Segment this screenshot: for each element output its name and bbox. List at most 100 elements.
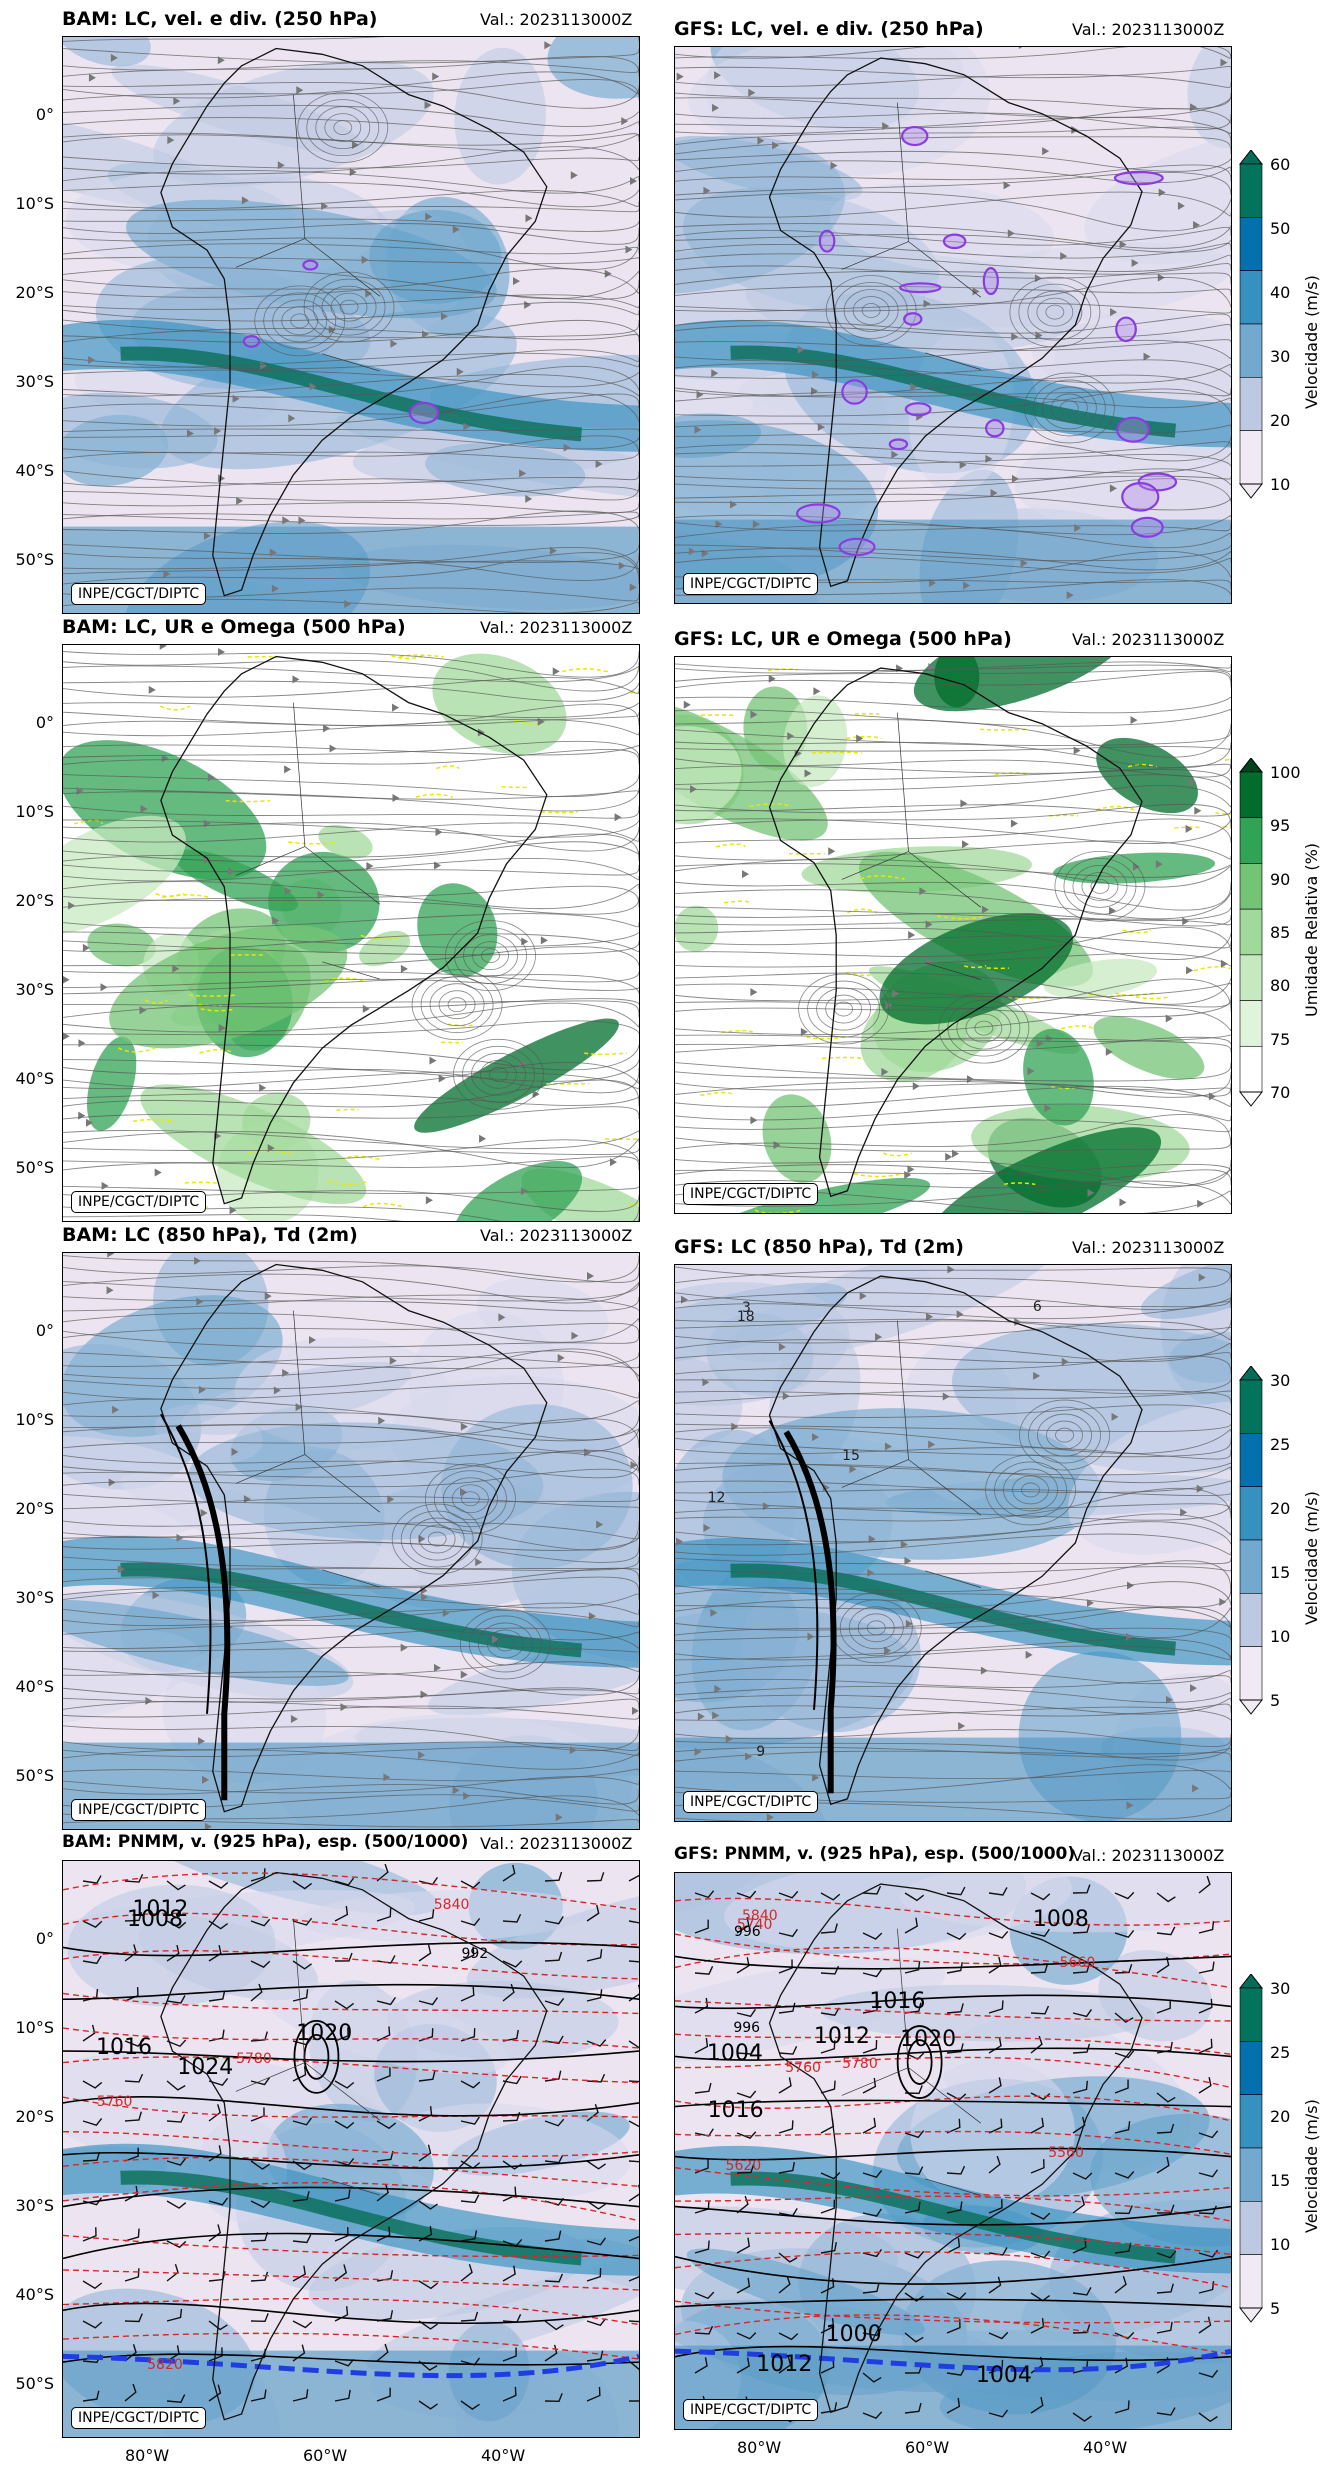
panel-title: BAM: LC, UR e Omega (500 hPa) <box>62 616 406 638</box>
colorbar-tick-label: 25 <box>1270 2043 1291 2062</box>
lat-tick-label: 40°S <box>15 1069 54 1088</box>
map-panel-gfs-850hpa[interactable]: INPE/CGCT/DIPTC 15 18 12 9 6 3 <box>674 1264 1232 1822</box>
contour-label: 5740 <box>736 1916 773 1933</box>
lon-tick-label: 80°W <box>125 2446 170 2465</box>
colorbar-tick-label: 90 <box>1270 869 1291 889</box>
map-panel-bam-500hpa[interactable]: INPE/CGCT/DIPTC <box>62 644 640 1222</box>
valid-time: Val.: 2023113000Z <box>480 1834 633 1853</box>
contour-label: 12 <box>707 1489 726 1506</box>
colorbar-tick-label: 100 <box>1270 763 1301 782</box>
colorbar-scale <box>1238 1974 1264 2323</box>
contour-label: 1024 <box>177 2054 234 2080</box>
map-panel-gfs-pnmm[interactable]: INPE/CGCT/DIPTC 5780 5740 1016 1012 1008 5840… <box>674 1872 1232 2430</box>
contour-label: 1008 <box>127 1906 184 1932</box>
lat-tick-label: 30°S <box>15 2196 54 2215</box>
valid-time: Val.: 2023113000Z <box>1072 1238 1225 1257</box>
valid-time: Val.: 2023113000Z <box>480 1226 633 1245</box>
lat-tick-label: 0° <box>35 713 54 732</box>
contour-label: 1020 <box>900 2027 957 2053</box>
colorbar-scale <box>1238 1366 1264 1715</box>
colorbar-tick-label: 30 <box>1270 347 1291 366</box>
map-canvas <box>675 657 1231 1213</box>
colorbar-tick-label: 70 <box>1270 1083 1291 1102</box>
colorbar-wind-925: 30 25 20 15 10 5 Velocidade (m/s) <box>1238 1974 1321 2324</box>
lat-tick-label: 10°S <box>15 802 54 821</box>
colorbar-wind-250: 60 50 40 30 20 10 Velocidade (m/s) <box>1238 150 1321 500</box>
colorbar-tick-label: 50 <box>1270 219 1291 238</box>
contour-label: 1016 <box>96 2035 153 2061</box>
lat-tick-label: 40°S <box>15 1677 54 1696</box>
credit-badge: INPE/CGCT/DIPTC <box>71 2407 207 2429</box>
map-panel-gfs-500hpa[interactable]: INPE/CGCT/DIPTC <box>674 656 1232 1214</box>
colorbar-tick-label: 10 <box>1270 2235 1291 2254</box>
colorbar-rh-500: 100 95 90 85 80 75 70 Umidade Relativa (%) <box>1238 758 1321 1108</box>
map-canvas <box>675 47 1231 603</box>
colorbar-tick-label: 95 <box>1270 816 1291 836</box>
colorbar-tick-label: 10 <box>1270 475 1291 494</box>
colorbar-tick-label: 30 <box>1270 1979 1291 1998</box>
colorbar-scale <box>1238 758 1264 1107</box>
map-canvas <box>675 1265 1231 1821</box>
lat-tick-label: 20°S <box>15 283 54 302</box>
map-panel-gfs-250hpa[interactable]: INPE/CGCT/DIPTC <box>674 46 1232 604</box>
lat-tick-label: 10°S <box>15 1410 54 1429</box>
panel-title: GFS: LC (850 hPa), Td (2m) <box>674 1236 964 1258</box>
lat-tick-label: 20°S <box>15 2107 54 2126</box>
contour-label: 5840 <box>742 1907 778 1924</box>
lon-tick-label: 40°W <box>1083 2438 1128 2457</box>
panel-title: GFS: LC, vel. e div. (250 hPa) <box>674 18 984 40</box>
contour-label: 5760 <box>96 2093 133 2110</box>
valid-time: Val.: 2023113000Z <box>1072 630 1225 649</box>
credit-badge: INPE/CGCT/DIPTC <box>683 1791 819 1813</box>
contour-label: 1012 <box>813 2023 870 2049</box>
contour-label: 5780 <box>236 2050 272 2067</box>
panel-title: BAM: LC (850 hPa), Td (2m) <box>62 1224 358 1246</box>
colorbar-tick-label: 20 <box>1270 2107 1291 2126</box>
contour-label: 5840 <box>433 1896 470 1913</box>
valid-time: Val.: 2023113000Z <box>480 10 633 29</box>
credit-badge: INPE/CGCT/DIPTC <box>71 1799 207 1821</box>
contour-label: 6 <box>1032 1299 1042 1316</box>
colorbar-tick-label: 5 <box>1270 2299 1281 2318</box>
contour-label: 1016 <box>869 1988 926 2014</box>
colorbar-tick-label: 30 <box>1270 1371 1291 1390</box>
colorbar-label: Velocidade (m/s) <box>1302 275 1321 409</box>
credit-badge: INPE/CGCT/DIPTC <box>71 583 207 605</box>
contour-label: 5620 <box>725 2158 762 2175</box>
panel-title: GFS: PNMM, v. (925 hPa), esp. (500/1000) <box>674 1844 1076 1864</box>
contour-label: 996 <box>733 1923 761 1940</box>
lat-tick-label: 10°S <box>15 194 54 213</box>
colorbar-wind-850: 30 25 20 15 10 5 Velocidade (m/s) <box>1238 1366 1321 1716</box>
colorbar-label: Umidade Relativa (%) <box>1302 842 1321 1017</box>
colorbar-tick-label: 5 <box>1270 1691 1281 1710</box>
lat-tick-label: 0° <box>35 105 54 124</box>
map-panel-bam-850hpa[interactable]: INPE/CGCT/DIPTC <box>62 1252 640 1830</box>
panel-title: BAM: LC, vel. e div. (250 hPa) <box>62 8 378 30</box>
lat-tick-label: 50°S <box>15 1158 54 1177</box>
colorbar-tick-label: 20 <box>1270 411 1291 430</box>
contour-label: 5820 <box>147 2357 183 2374</box>
contour-label: 15 <box>842 1448 860 1465</box>
contour-label: 1012 <box>756 2351 813 2377</box>
contour-label: 9 <box>756 1743 766 1760</box>
map-panel-bam-pnmm[interactable]: INPE/CGCT/DIPTC 5780 1008 5760 5820 5840 1012… <box>62 1860 640 2438</box>
map-panel-bam-250hpa[interactable]: INPE/CGCT/DIPTC <box>62 36 640 614</box>
contour-label: 1012 <box>132 1897 189 1923</box>
lat-tick-label: 10°S <box>15 2018 54 2037</box>
colorbar-tick-label: 25 <box>1270 1435 1291 1454</box>
lat-tick-label: 30°S <box>15 980 54 999</box>
lat-tick-label: 20°S <box>15 891 54 910</box>
lat-tick-label: 50°S <box>15 1766 54 1785</box>
contour-label: 1016 <box>707 2097 764 2123</box>
colorbar-tick-label: 80 <box>1270 976 1291 996</box>
colorbar-tick-label: 10 <box>1270 1627 1291 1646</box>
contour-label: 1004 <box>706 2041 763 2067</box>
lat-tick-label: 40°S <box>15 2285 54 2304</box>
contour-label: 3 <box>742 1299 751 1316</box>
map-canvas <box>63 1861 639 2437</box>
contour-label: 992 <box>461 1945 489 1962</box>
colorbar-tick-label: 60 <box>1270 155 1291 174</box>
credit-badge: INPE/CGCT/DIPTC <box>71 1191 207 1213</box>
contour-label: 5780 <box>842 2056 878 2073</box>
contour-label: 1000 <box>825 2322 882 2348</box>
